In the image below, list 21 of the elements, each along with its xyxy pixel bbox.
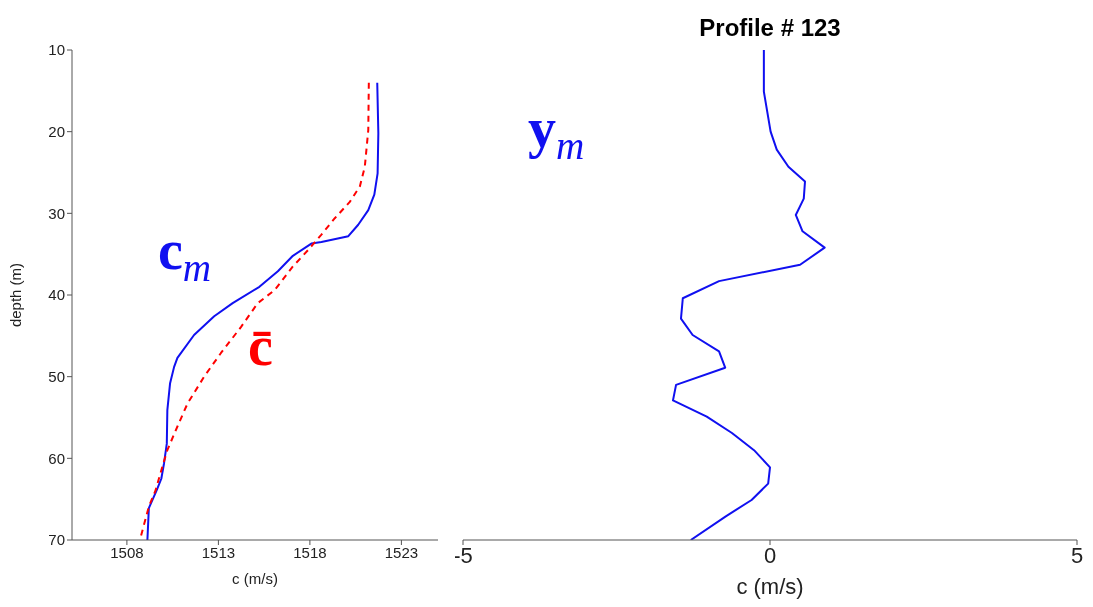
y-tick-label: 40 (48, 286, 65, 304)
text: y$_{m}$ (528, 97, 585, 168)
y-tick-label: 20 (48, 122, 65, 140)
x-axis-title: c (m/s) (736, 574, 804, 599)
x-axis-title: c (m/s) (232, 570, 278, 587)
x-tick-label: 1518 (293, 543, 327, 561)
y-axis-title: depth (m) (7, 262, 25, 328)
x-tick-label: 1508 (110, 543, 144, 561)
y-tick-label: 60 (48, 449, 65, 467)
x-tick-label: -5 (453, 542, 473, 568)
y-tick-label: 70 (48, 531, 65, 549)
y-tick-label: 10 (48, 41, 65, 59)
x-tick-label: 1523 (384, 543, 419, 561)
series-label: c̄ (248, 315, 273, 377)
x-tick-label: 5 (1070, 542, 1084, 568)
y-tick-label: 50 (48, 367, 65, 385)
x-tick-label: 1513 (201, 543, 236, 561)
series-label: c$_{m}$ (158, 219, 212, 290)
y-tick-label: 30 (48, 204, 65, 222)
chart-title: Profile # 123 (698, 14, 842, 42)
x-tick-label: 0 (763, 542, 777, 568)
